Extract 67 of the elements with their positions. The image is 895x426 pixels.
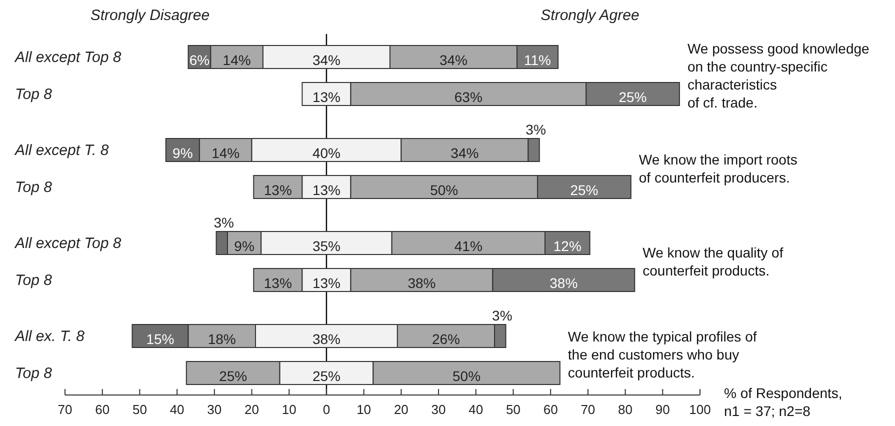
x-tick-label: 70 bbox=[58, 402, 72, 417]
x-tick-label: 100 bbox=[689, 402, 711, 417]
data-label: 9% bbox=[234, 238, 254, 254]
data-label: 13% bbox=[264, 182, 292, 198]
y-tick-label: Top 8 bbox=[15, 272, 53, 289]
data-label: 63% bbox=[454, 89, 482, 105]
data-label: 3% bbox=[214, 214, 234, 230]
x-tick-label: 70 bbox=[580, 402, 596, 417]
x-axis-title: % of Respondents, n1 = 37; n2=8 bbox=[724, 385, 842, 419]
x-tick-label: 0 bbox=[322, 402, 330, 417]
x-tick-label: 50 bbox=[506, 402, 520, 417]
data-label: 25% bbox=[312, 368, 340, 384]
data-label: 50% bbox=[452, 368, 481, 384]
x-tick-label: 20 bbox=[244, 402, 259, 417]
annotation: We possess good knowledge on the country-specific characteristics of cf. trade. bbox=[687, 40, 870, 110]
y-tick-label: Top 8 bbox=[15, 86, 53, 103]
y-tick-label: All except Top 8 bbox=[14, 235, 122, 252]
data-label: 12% bbox=[553, 238, 582, 254]
annotation: We know the typical profiles of the end customers who buy counterfeit products. bbox=[568, 328, 757, 380]
y-tick-label: All ex. T. 8 bbox=[14, 328, 86, 345]
y-tick-label: Top 8 bbox=[15, 179, 53, 196]
x-tick-label: 60 bbox=[95, 402, 110, 417]
x-tick-label: 20 bbox=[394, 402, 408, 417]
data-label: 15% bbox=[146, 331, 174, 347]
data-label: 13% bbox=[312, 182, 340, 198]
y-tick-label: All except T. 8 bbox=[14, 142, 110, 159]
x-tick-label: 60 bbox=[543, 402, 558, 417]
annotation: We know the quality of counterfeit products. bbox=[642, 244, 784, 278]
x-tick-label: 50 bbox=[132, 402, 147, 417]
x-tick-label: 80 bbox=[618, 402, 633, 417]
x-tick-label: 10 bbox=[356, 402, 372, 417]
data-label: 3% bbox=[492, 308, 512, 324]
x-tick-label: 10 bbox=[282, 402, 296, 417]
data-label: 50% bbox=[430, 182, 458, 198]
y-tick-label: All except Top 8 bbox=[14, 49, 122, 66]
annotation: We know the import roots of counterfeit producers. bbox=[638, 152, 798, 186]
data-label: 13% bbox=[312, 275, 340, 291]
data-label: 34% bbox=[312, 52, 340, 68]
x-tick-label: 90 bbox=[655, 402, 670, 417]
data-label: 26% bbox=[432, 331, 460, 347]
x-tick-label: 40 bbox=[468, 402, 484, 417]
y-tick-label: Top 8 bbox=[15, 365, 53, 382]
data-label: 3% bbox=[526, 122, 546, 138]
data-label: 11% bbox=[524, 52, 552, 68]
data-label: 41% bbox=[454, 238, 482, 254]
data-label: 34% bbox=[450, 145, 479, 161]
text: Strongly Agree bbox=[540, 7, 640, 24]
x-tick-label: 40 bbox=[170, 402, 184, 417]
data-label: 25% bbox=[219, 368, 248, 384]
data-label: 25% bbox=[618, 89, 647, 105]
data-label: 14% bbox=[212, 145, 240, 161]
data-label: 13% bbox=[312, 89, 340, 105]
data-label: 38% bbox=[312, 331, 340, 347]
data-label: 6% bbox=[189, 52, 210, 68]
text: Strongly Disagree bbox=[90, 7, 210, 24]
data-label: 9% bbox=[172, 145, 193, 161]
data-label: 35% bbox=[312, 238, 340, 254]
data-label: 40% bbox=[312, 145, 340, 161]
data-label: 13% bbox=[264, 275, 292, 291]
data-label: 25% bbox=[570, 182, 598, 198]
data-label: 14% bbox=[222, 52, 251, 68]
data-label: 38% bbox=[408, 275, 436, 291]
x-tick-label: 30 bbox=[431, 402, 446, 417]
data-label: 34% bbox=[439, 52, 468, 68]
data-label: 38% bbox=[550, 275, 578, 291]
x-tick-label: 30 bbox=[207, 402, 222, 417]
data-label: 18% bbox=[208, 331, 236, 347]
